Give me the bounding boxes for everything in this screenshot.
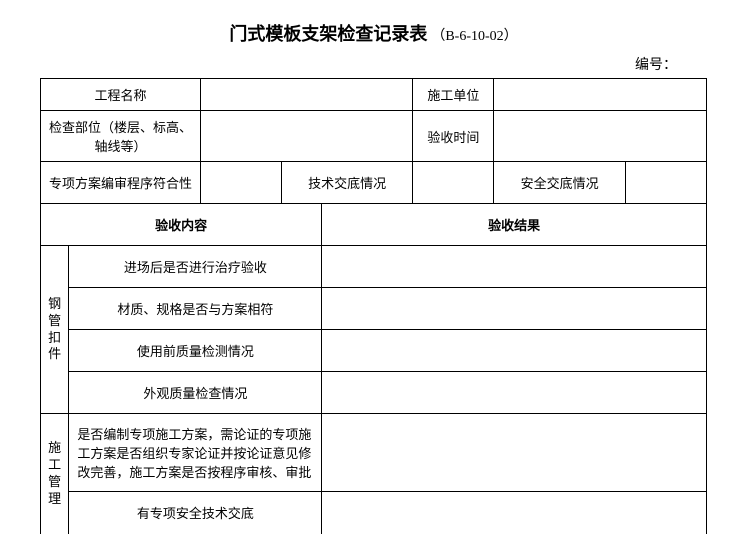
group2-item: 有专项安全技术交底 [69, 492, 322, 534]
header-result: 验收结果 [322, 204, 707, 246]
project-name-value [200, 79, 413, 111]
group2-name: 施工管理 [41, 414, 69, 534]
inspect-part-label: 检查部位（楼层、标高、轴线等） [41, 111, 201, 162]
group2-item: 是否编制专项施工方案，需论证的专项施工方案是否组织专家论证并按论证意见修改完善，… [69, 414, 322, 492]
table-row: 材质、规格是否与方案相符 [41, 288, 707, 330]
accept-time-value [494, 111, 707, 162]
construction-unit-value [494, 79, 707, 111]
group1-result [322, 246, 707, 288]
tech-disclosure-value [413, 162, 494, 204]
group1-result [322, 372, 707, 414]
table-row: 钢管扣件 进场后是否进行治疗验收 [41, 246, 707, 288]
group1-item: 使用前质量检测情况 [69, 330, 322, 372]
safety-disclosure-value [625, 162, 706, 204]
table-row: 专项方案编审程序符合性 技术交底情况 安全交底情况 [41, 162, 707, 204]
group2-result [322, 492, 707, 534]
plan-compliance-label: 专项方案编审程序符合性 [41, 162, 201, 204]
safety-disclosure-label: 安全交底情况 [494, 162, 626, 204]
table-row: 施工管理 是否编制专项施工方案，需论证的专项施工方案是否组织专家论证并按论证意见… [41, 414, 707, 492]
table-row: 检查部位（楼层、标高、轴线等） 验收时间 [41, 111, 707, 162]
table-row: 验收内容 验收结果 [41, 204, 707, 246]
construction-unit-label: 施工单位 [413, 79, 494, 111]
table-row: 外观质量检查情况 [41, 372, 707, 414]
table-row: 工程名称 施工单位 [41, 79, 707, 111]
record-table: 工程名称 施工单位 检查部位（楼层、标高、轴线等） 验收时间 专项方案编审程序符… [40, 78, 707, 534]
group1-result [322, 330, 707, 372]
group1-item: 进场后是否进行治疗验收 [69, 246, 322, 288]
group1-item: 材质、规格是否与方案相符 [69, 288, 322, 330]
tech-disclosure-label: 技术交底情况 [281, 162, 413, 204]
table-row: 使用前质量检测情况 [41, 330, 707, 372]
group1-item: 外观质量检查情况 [69, 372, 322, 414]
accept-time-label: 验收时间 [413, 111, 494, 162]
title-code: （B-6-10-02） [431, 29, 517, 44]
title-main: 门式模板支架检查记录表 [229, 24, 427, 44]
project-name-label: 工程名称 [41, 79, 201, 111]
header-content: 验收内容 [41, 204, 322, 246]
table-row: 有专项安全技术交底 [41, 492, 707, 534]
number-label: 编号： [40, 54, 707, 74]
group1-name: 钢管扣件 [41, 246, 69, 414]
inspect-part-value [200, 111, 413, 162]
plan-compliance-value [200, 162, 281, 204]
group2-result [322, 414, 707, 492]
title-row: 门式模板支架检查记录表 （B-6-10-02） [40, 20, 707, 46]
group1-result [322, 288, 707, 330]
